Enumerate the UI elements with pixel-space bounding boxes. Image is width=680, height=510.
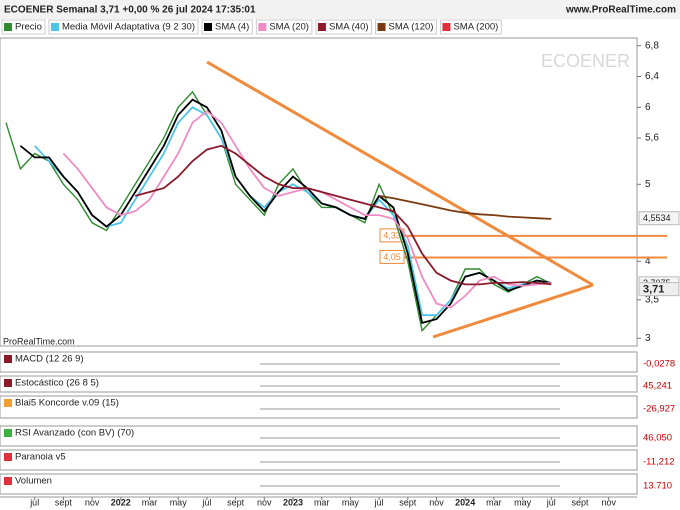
price-label: 4,5534 <box>643 213 671 223</box>
x-tick-label: jul <box>546 497 556 507</box>
x-tick-label: jul <box>374 497 384 507</box>
level-label: 4,05 <box>383 252 401 262</box>
header-bar <box>0 0 680 19</box>
header-title: ECOENER Semanal 3,71 +0,00 % 26 jul 2024… <box>4 5 256 16</box>
legend-label: SMA (20) <box>269 22 309 33</box>
legend-swatch <box>4 23 12 31</box>
y-tick-label: 3 <box>645 333 651 344</box>
x-tick-label: mar <box>486 497 502 507</box>
series-line <box>134 144 552 286</box>
x-tick-label: nov <box>429 497 444 507</box>
price-label-box <box>638 211 680 226</box>
indicator-panel <box>0 375 638 393</box>
x-tick-label: sept <box>399 497 417 507</box>
legend-label: SMA (120) <box>389 22 434 33</box>
header-site: www.ProRealTime.com <box>565 5 676 16</box>
trend-line <box>206 60 594 287</box>
indicator-panel <box>0 473 638 495</box>
legend-swatch <box>442 23 451 31</box>
x-tick-label: sept <box>227 497 245 507</box>
watermark: ECOENER <box>541 51 630 71</box>
indicator-panel <box>0 395 638 419</box>
indicator-value: 13.710 <box>643 481 672 492</box>
indicator-value: -0,0278 <box>643 359 675 370</box>
y-tick-label: 4 <box>645 256 651 267</box>
legend-label: Precio <box>15 22 42 33</box>
x-tick-label: sept <box>55 497 73 507</box>
legend-swatch <box>258 23 267 31</box>
x-tick-label: nov <box>257 497 272 507</box>
indicator-title: Paranoia v5 <box>15 452 66 463</box>
indicator-swatch <box>4 355 12 363</box>
x-tick-label: may <box>170 497 188 507</box>
legend-label: SMA (200) <box>453 22 498 33</box>
x-tick-label: jul <box>201 497 211 507</box>
legend-label: Media Móvil Adaptativa (9 2 30) <box>62 22 195 33</box>
x-tick-label: 2022 <box>111 497 131 507</box>
x-tick-label: mar <box>314 497 330 507</box>
legend-swatch <box>317 23 326 31</box>
series-line <box>62 109 552 309</box>
indicator-title: MACD (12 26 9) <box>15 354 84 365</box>
indicator-value: 45,241 <box>643 381 672 392</box>
price-label-box <box>638 282 680 297</box>
indicator-swatch <box>4 453 12 461</box>
y-tick-label: 5,6 <box>645 133 659 144</box>
price-label: 3,71 <box>643 284 664 296</box>
legend-label: SMA (40) <box>329 22 369 33</box>
price-panel <box>0 37 638 347</box>
legend-frame <box>375 19 437 35</box>
y-tick-label: 5 <box>645 179 651 190</box>
indicator-swatch <box>4 429 12 437</box>
indicator-swatch <box>4 379 12 387</box>
series-line <box>19 98 552 325</box>
x-tick-label: nov <box>85 497 100 507</box>
legend-swatch <box>377 23 386 31</box>
series-line <box>5 90 552 333</box>
level-label: 4,33 <box>383 230 401 240</box>
x-tick-label: 2023 <box>283 497 303 507</box>
level-box <box>379 249 405 264</box>
y-tick-label: 6 <box>645 102 651 113</box>
indicator-panel <box>0 425 638 447</box>
credit: ProRealTime.com <box>3 336 75 346</box>
legend-frame <box>201 19 253 35</box>
x-tick-label: mar <box>142 497 158 507</box>
x-tick-label: nov <box>601 497 616 507</box>
trend-line <box>432 283 594 339</box>
x-tick-label: 2024 <box>455 497 475 507</box>
legend-label: SMA (4) <box>215 22 249 33</box>
indicator-value: 46,050 <box>643 433 672 444</box>
legend-frame <box>255 19 313 35</box>
indicator-title: Blai5 Koncorde v.09 (15) <box>15 398 119 409</box>
legend-swatch <box>50 23 59 31</box>
x-tick-label: may <box>514 497 532 507</box>
indicator-swatch <box>4 477 12 485</box>
legend-frame <box>48 19 199 35</box>
indicator-value: -26,927 <box>643 404 675 415</box>
indicator-panel <box>0 449 638 471</box>
y-tick-label: 6,8 <box>645 40 659 51</box>
indicator-title: Volumen <box>15 476 52 487</box>
indicator-title: RSI Avanzado (con BV) (70) <box>15 428 134 439</box>
y-tick-label: 6,4 <box>645 71 659 82</box>
indicator-title: Estocástico (26 8 5) <box>15 378 99 389</box>
indicator-value: -11,212 <box>643 457 675 468</box>
x-tick-label: jul <box>29 497 39 507</box>
x-tick-label: may <box>342 497 360 507</box>
legend-frame <box>1 19 46 35</box>
legend-swatch <box>204 23 213 31</box>
legend-frame <box>439 19 502 35</box>
y-tick-label: 3,5 <box>645 294 659 305</box>
indicator-panel <box>0 351 638 373</box>
series-line <box>378 195 552 220</box>
x-tick-label: sept <box>571 497 589 507</box>
indicator-swatch <box>4 399 12 407</box>
legend-frame <box>315 19 373 35</box>
